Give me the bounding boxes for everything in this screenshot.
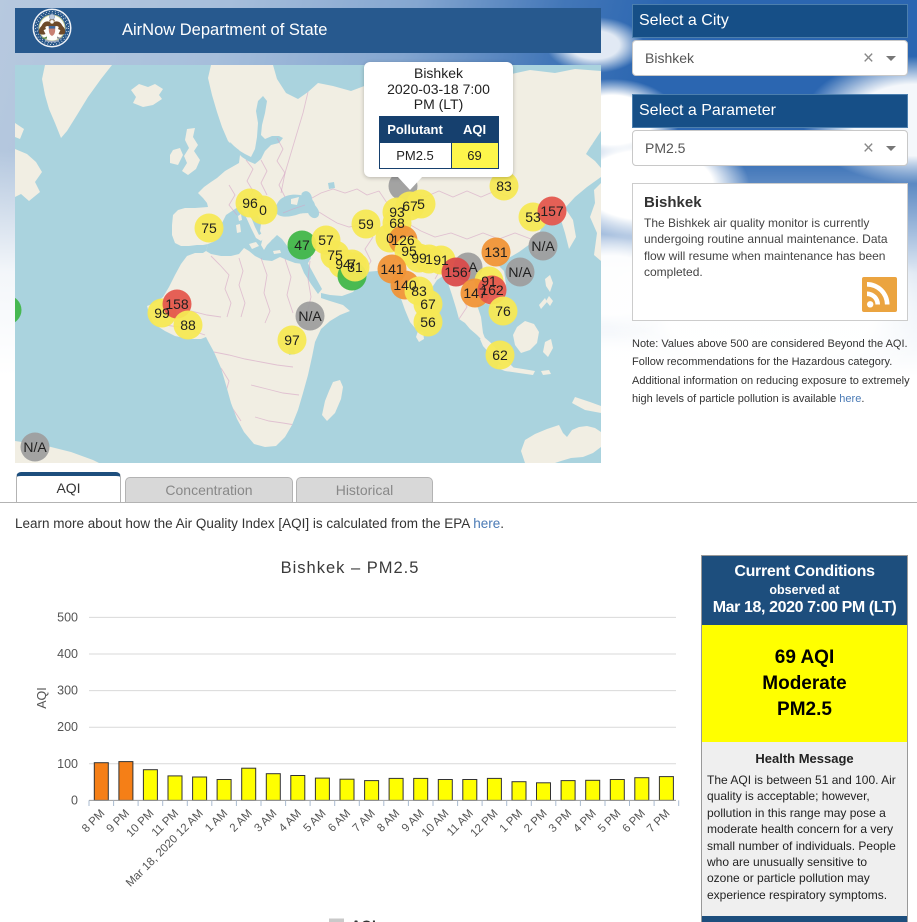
svg-text:N/A: N/A [23,439,47,455]
svg-text:Bishkek – PM2.5: Bishkek – PM2.5 [281,559,420,577]
svg-text:10 PM: 10 PM [125,808,157,840]
svg-text:5 PM: 5 PM [596,808,623,835]
svg-text:59: 59 [358,216,374,232]
svg-text:7: 7 [348,256,356,272]
svg-text:1 AM: 1 AM [203,808,230,835]
svg-text:67: 67 [420,296,436,312]
svg-text:400: 400 [57,647,78,661]
svg-text:91: 91 [481,273,497,289]
svg-text:4 PM: 4 PM [571,808,598,835]
svg-text:99: 99 [411,250,427,266]
svg-text:N/A: N/A [508,264,532,280]
svg-text:0: 0 [259,202,267,218]
svg-text:83: 83 [496,178,512,194]
svg-text:100: 100 [57,757,78,771]
svg-text:7 AM: 7 AM [351,808,378,835]
svg-text:6 AM: 6 AM [326,808,353,835]
svg-text:10 AM: 10 AM [420,808,452,840]
svg-text:6 PM: 6 PM [620,808,647,835]
svg-text:N/A: N/A [298,308,322,324]
svg-text:75: 75 [201,220,217,236]
svg-text:1: 1 [425,251,433,267]
svg-text:200: 200 [57,720,78,734]
svg-text:158: 158 [165,296,189,312]
svg-text:8 AM: 8 AM [375,808,402,835]
svg-text:7 PM: 7 PM [645,808,672,835]
svg-text:76: 76 [495,303,511,319]
svg-text:141: 141 [380,261,404,277]
svg-text:75: 75 [327,247,343,263]
svg-text:131: 131 [484,244,508,260]
svg-text:N/A: N/A [531,238,555,254]
svg-text:AQI: AQI [35,687,49,709]
svg-text:67: 67 [402,198,418,214]
svg-text:0: 0 [71,793,78,807]
svg-text:147: 147 [463,285,487,301]
svg-text:140: 140 [393,277,417,293]
svg-text:500: 500 [57,610,78,624]
svg-text:1 PM: 1 PM [498,808,525,835]
svg-text:91: 91 [433,252,449,268]
svg-text:31: 31 [347,259,363,275]
svg-text:99: 99 [154,305,170,321]
svg-text:68: 68 [389,215,405,231]
svg-text:0: 0 [386,230,394,246]
svg-text:A: A [468,259,478,275]
svg-text:56: 56 [420,314,436,330]
svg-text:62: 62 [492,347,508,363]
svg-text:300: 300 [57,684,78,698]
svg-text:AQI: AQI [351,917,376,922]
svg-text:95: 95 [401,243,417,259]
svg-text:93: 93 [389,204,405,220]
svg-text:47: 47 [294,237,310,253]
svg-text:83: 83 [411,283,427,299]
svg-text:2 PM: 2 PM [522,808,549,835]
svg-text:157: 157 [540,203,564,219]
svg-text:2 AM: 2 AM [228,808,255,835]
svg-text:3 AM: 3 AM [252,808,279,835]
svg-text:156: 156 [444,264,468,280]
svg-text:88: 88 [180,317,196,333]
svg-text:8 PM: 8 PM [80,808,107,835]
svg-text:57: 57 [318,232,334,248]
svg-text:96: 96 [242,195,258,211]
svg-text:53: 53 [525,209,541,225]
svg-text:97: 97 [284,332,300,348]
svg-text:5 AM: 5 AM [301,808,328,835]
svg-text:162: 162 [480,282,504,298]
svg-text:94: 94 [335,256,351,272]
svg-text:3 PM: 3 PM [547,808,574,835]
svg-text:12 PM: 12 PM [469,808,501,840]
svg-text:5: 5 [417,196,425,212]
svg-text:126: 126 [391,232,415,248]
svg-text:4 AM: 4 AM [277,808,304,835]
